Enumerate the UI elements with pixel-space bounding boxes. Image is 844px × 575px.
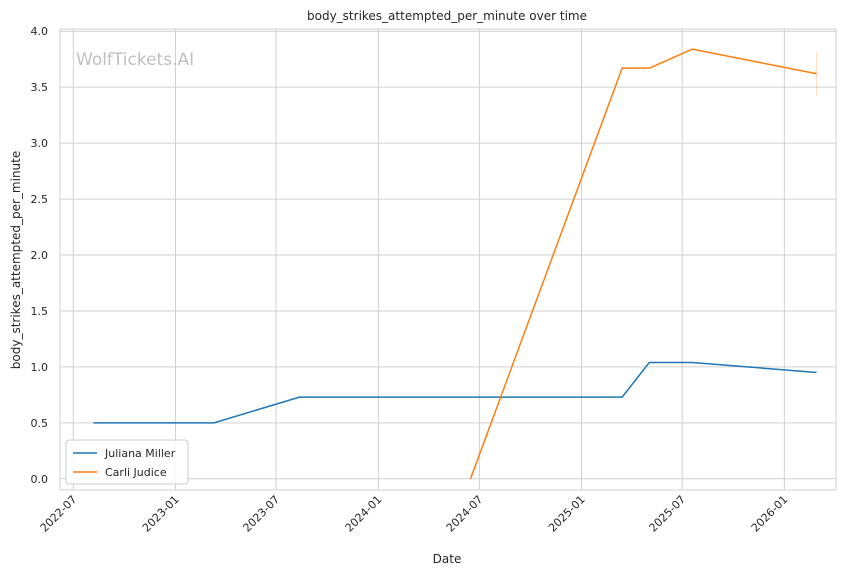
y-tick-label: 2.0 (31, 249, 49, 262)
y-tick-label: 2.5 (31, 193, 49, 206)
y-tick-label: 3.0 (31, 137, 49, 150)
x-tick-label: 2023-01 (140, 493, 182, 535)
series-line-carli-judice (469, 48, 817, 480)
y-tick-label: 3.5 (31, 81, 49, 94)
x-tick-labels: 2022-07 2023-01 2023-07 2024-01 2024-07 2025-… (38, 493, 791, 535)
y-tick-label: 4.0 (31, 25, 49, 38)
x-axis-label: Date (433, 552, 462, 566)
x-tick-label: 2025-07 (647, 493, 689, 535)
y-tick-label: 1.0 (31, 361, 49, 374)
series-layer (93, 48, 818, 480)
y-tick-label: 0.5 (31, 417, 49, 430)
x-gridlines (72, 29, 785, 490)
series-line-juliana-miller (93, 361, 817, 424)
x-tick-label: 2026-01 (749, 493, 791, 535)
y-axis-label: body_strikes_attempted_per_minute (9, 151, 23, 369)
legend: Juliana Miller Carli Judice (65, 439, 189, 485)
legend-box (65, 439, 189, 485)
y-tick-label: 0.0 (31, 473, 49, 486)
x-tick-label: 2023-07 (241, 493, 283, 535)
watermark-text: WolfTickets.AI (76, 50, 194, 70)
x-tick-label: 2025-01 (546, 493, 588, 535)
legend-label-juliana-miller: Juliana Miller (104, 447, 176, 460)
y-tick-labels: 0.0 0.5 1.0 1.5 2.0 2.5 3.0 3.5 4.0 (31, 25, 49, 486)
chart-title: body_strikes_attempted_per_minute over t… (307, 9, 587, 23)
plot-area (59, 28, 837, 491)
x-tick-label: 2024-01 (343, 493, 385, 535)
x-tick-label: 2022-07 (38, 493, 80, 535)
x-tick-label: 2024-07 (444, 493, 486, 535)
y-gridlines (60, 30, 836, 480)
legend-label-carli-judice: Carli Judice (105, 466, 167, 479)
y-tick-label: 1.5 (31, 305, 49, 318)
